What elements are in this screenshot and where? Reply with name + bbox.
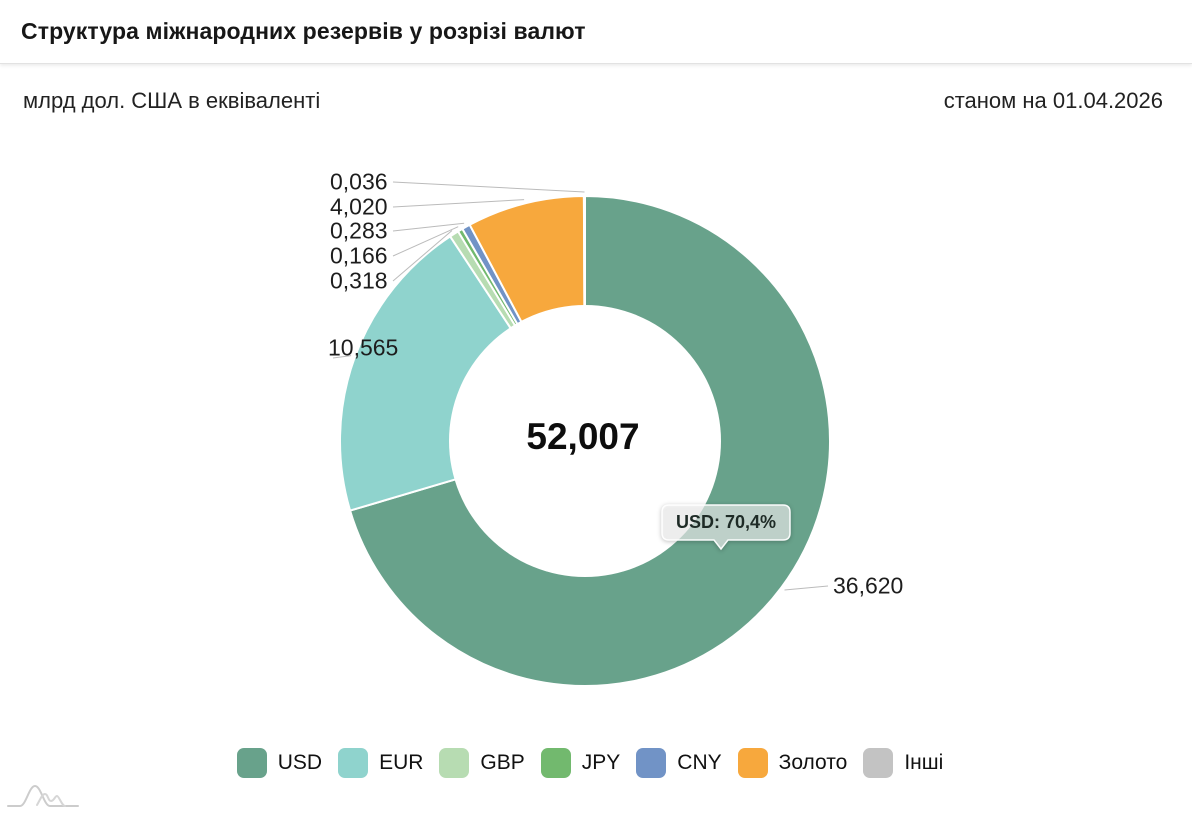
legend-item-usd[interactable]: USD	[236, 748, 323, 778]
legend-label: GBP	[480, 751, 525, 774]
legend-item-eur[interactable]: EUR	[338, 748, 423, 778]
legend-label: EUR	[379, 751, 424, 774]
legend-label: Інші	[904, 751, 944, 774]
subheader: млрд дол. США в еквіваленті станом на 01…	[0, 88, 1192, 118]
leader-line	[784, 585, 829, 591]
slice-value-label-gbp: 0,318	[330, 267, 388, 294]
page-title: Структура міжнародних резервів у розрізі…	[21, 18, 586, 44]
legend-label: CNY	[677, 751, 722, 774]
slice-value-label-золото: 4,020	[330, 193, 388, 220]
legend-item-золото[interactable]: Золото	[737, 748, 848, 778]
leader-line	[392, 181, 585, 193]
legend-swatch-icon	[439, 748, 470, 778]
leader-line	[332, 355, 352, 359]
legend-swatch-icon	[636, 748, 667, 778]
legend-swatch-icon	[737, 748, 768, 778]
legend-label: JPY	[581, 751, 621, 774]
donut-hole	[449, 305, 721, 577]
legend-item-jpy[interactable]: JPY	[540, 748, 621, 778]
leader-line	[392, 230, 453, 282]
tooltip-bubble	[661, 504, 791, 551]
unit-label: млрд дол. США в еквіваленті	[23, 88, 321, 113]
leader-line	[392, 226, 459, 257]
header: Структура міжнародних резервів у розрізі…	[0, 0, 1192, 64]
leader-line	[392, 222, 465, 232]
legend-swatch-icon	[540, 748, 571, 778]
slice-value-label-інші: 0,036	[330, 168, 388, 195]
legend-label: Золото	[778, 751, 848, 774]
slice-value-label-jpy: 0,166	[330, 242, 388, 269]
slice-value-label-eur: 10,565	[328, 334, 399, 361]
legend-swatch-icon	[338, 748, 369, 778]
leader-line	[392, 199, 525, 208]
tooltip: USD: 70,4%	[675, 512, 777, 532]
slice-value-label-cny: 0,283	[330, 217, 388, 244]
as-of-date: станом на 01.04.2026	[943, 88, 1163, 113]
legend-label: USD	[277, 751, 323, 774]
legend-item-інші[interactable]: Інші	[863, 748, 943, 778]
legend-swatch-icon	[863, 748, 894, 778]
watermark-logo-icon	[7, 784, 79, 807]
legend-item-cny[interactable]: CNY	[636, 748, 722, 778]
chart-legend: USD EUR GBP JPY CNY Золото Інші	[0, 748, 1180, 778]
legend-swatch-icon	[236, 748, 267, 778]
legend-item-gbp[interactable]: GBP	[439, 748, 525, 778]
slice-value-label-usd: 36,620	[833, 572, 904, 599]
donut-center-total: 52,007	[526, 416, 640, 457]
